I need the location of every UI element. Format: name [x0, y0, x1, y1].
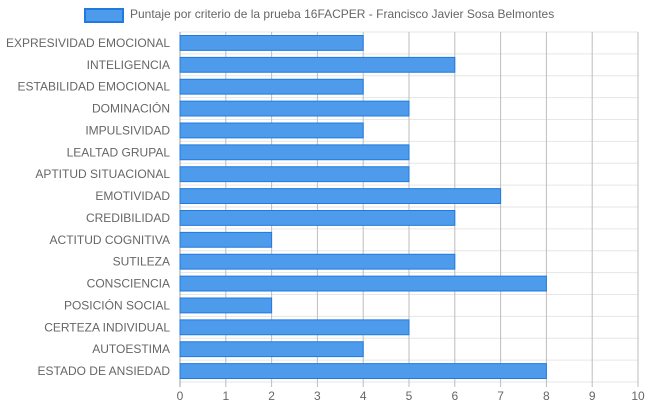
bar-7[interactable]	[179, 188, 502, 204]
category-label: APTITUD SITUACIONAL	[35, 167, 170, 181]
bar-12[interactable]	[179, 297, 273, 314]
category-label: EXPRESIVIDAD EMOCIONAL	[6, 36, 170, 50]
category-label: POSICIÓN SOCIAL	[64, 297, 170, 312]
x-tick-label: 7	[497, 389, 504, 403]
bar-14[interactable]	[179, 341, 364, 358]
bar-3[interactable]	[179, 100, 410, 117]
bar-13[interactable]	[179, 319, 410, 336]
bar-4[interactable]	[179, 122, 364, 139]
category-label: ESTABILIDAD EMOCIONAL	[18, 80, 171, 94]
x-tick-label: 3	[314, 389, 321, 403]
bar-6[interactable]	[179, 166, 410, 183]
bar-2[interactable]	[179, 78, 364, 95]
x-tick-label: 5	[406, 389, 413, 403]
bar-5[interactable]	[179, 144, 410, 161]
legend-label: Puntaje por criterio de la prueba 16FACP…	[130, 7, 555, 21]
category-label: CERTEZA INDIVIDUAL	[44, 320, 170, 334]
bar-15[interactable]	[179, 363, 547, 379]
category-label: AUTOESTIMA	[92, 342, 170, 356]
x-tick-label: 8	[543, 389, 550, 403]
category-label: ESTADO DE ANSIEDAD	[38, 364, 171, 378]
category-label: CONSCIENCIA	[87, 277, 170, 291]
bar-10[interactable]	[179, 253, 456, 270]
category-label: IMPULSIVIDAD	[85, 123, 170, 137]
bar-1[interactable]	[179, 56, 456, 73]
category-label: INTELIGENCIA	[87, 58, 170, 72]
bar-11[interactable]	[179, 275, 547, 292]
category-label: LEALTAD GRUPAL	[67, 145, 171, 159]
category-label: SUTILEZA	[113, 255, 170, 269]
chart-legend: Puntaje por criterio de la prueba 16FACP…	[0, 6, 648, 24]
category-label: ACTITUD COGNITIVA	[50, 233, 170, 247]
x-tick-label: 6	[451, 389, 458, 403]
bar-0[interactable]	[179, 35, 364, 51]
x-tick-label: 2	[268, 389, 275, 403]
category-label: EMOTIVIDAD	[95, 189, 170, 203]
legend-swatch[interactable]	[84, 8, 124, 23]
x-tick-label: 4	[360, 389, 367, 403]
bar-8[interactable]	[179, 210, 456, 226]
category-label: CREDIBILIDAD	[86, 211, 170, 225]
x-tick-label: 0	[177, 389, 184, 403]
x-tick-label: 9	[589, 389, 596, 403]
category-label: DOMINACIÓN	[92, 101, 170, 116]
x-tick-label: 10	[631, 389, 645, 403]
x-tick-label: 1	[222, 389, 229, 403]
bar-9[interactable]	[179, 231, 273, 248]
